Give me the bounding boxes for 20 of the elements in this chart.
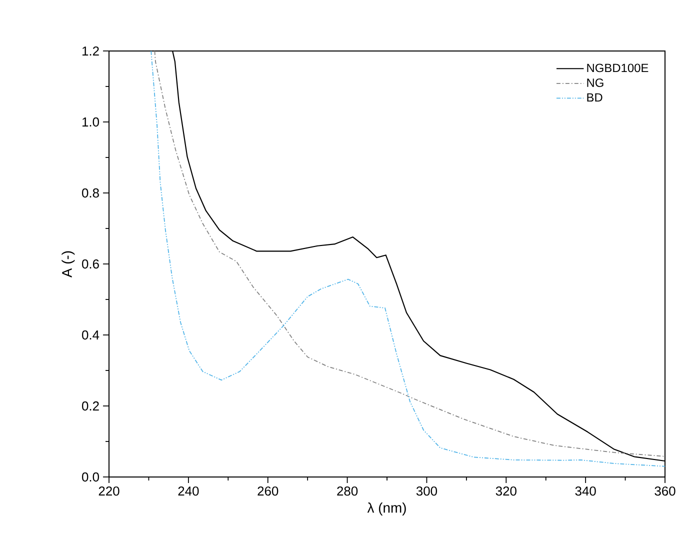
- x-tick-label: 340: [575, 486, 596, 496]
- x-tick-label: 240: [178, 486, 199, 496]
- y-tick-label: 0.0: [82, 472, 100, 482]
- x-tick-label: 360: [654, 486, 676, 496]
- y-axis-title: A (-): [62, 251, 75, 278]
- x-tick-label: 260: [258, 486, 278, 496]
- y-tick-label: 1.2: [82, 46, 99, 56]
- legend-label: NGBD100E: [587, 64, 648, 72]
- x-tick-label: 300: [416, 486, 438, 496]
- y-tick-label: 1.0: [82, 117, 100, 127]
- x-tick-label: 220: [98, 486, 120, 496]
- x-tick-label: 320: [496, 486, 516, 496]
- legend-label: BD: [587, 93, 602, 102]
- y-tick-label: 0.4: [82, 330, 100, 340]
- y-tick-label: 0.2: [82, 401, 99, 411]
- y-tick-label: 0.6: [82, 259, 99, 269]
- legend-label: NG: [587, 78, 604, 87]
- x-axis-title: λ (nm): [367, 502, 406, 516]
- x-tick-label: 280: [337, 486, 358, 496]
- y-tick-label: 0.8: [82, 188, 99, 198]
